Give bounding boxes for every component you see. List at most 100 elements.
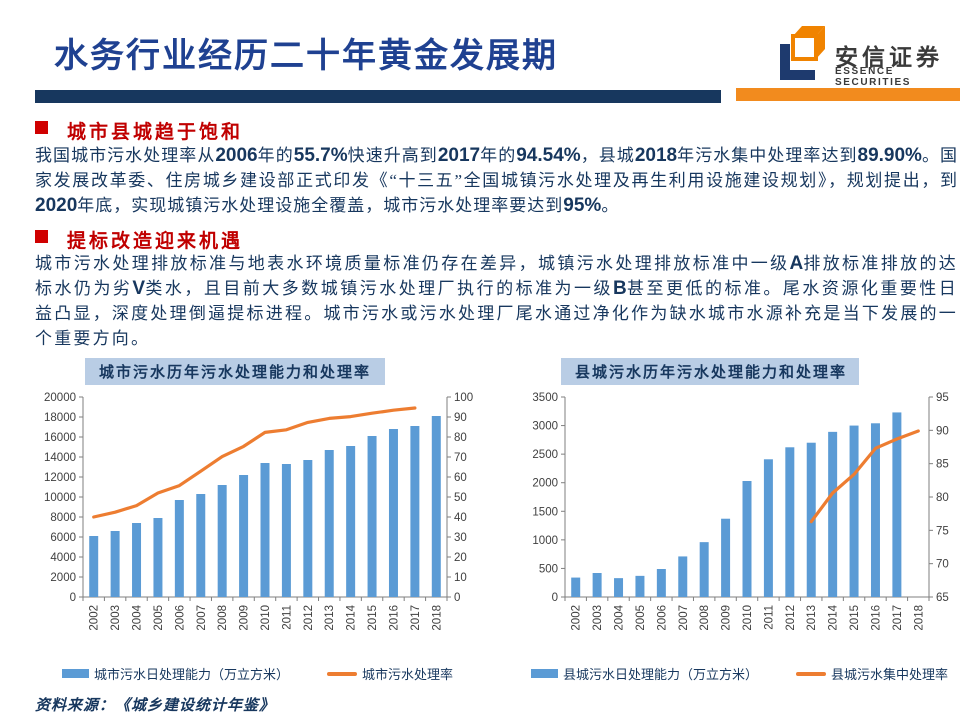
- left-axis-label: 0: [70, 592, 76, 604]
- inline-number: A: [789, 253, 804, 274]
- x-axis-label: 2007: [196, 605, 208, 631]
- bar: [260, 463, 270, 597]
- bar: [614, 578, 624, 597]
- inline-number: 2017: [437, 145, 481, 166]
- left-axis-label: 8000: [50, 512, 76, 524]
- x-axis-label: 2017: [410, 605, 422, 631]
- inline-number: 2020: [35, 195, 78, 216]
- right-axis-label: 30: [454, 532, 467, 544]
- x-axis-label: 2018: [431, 605, 443, 631]
- bullet-marker: [35, 230, 48, 243]
- inline-number: 2006: [215, 145, 258, 166]
- right-axis-label: 0: [454, 592, 460, 604]
- right-axis-label: 75: [936, 525, 949, 537]
- bar: [174, 500, 184, 597]
- section-heading: 提标改造迎来机遇: [67, 231, 244, 252]
- legend-item: 县城污水集中处理率: [796, 664, 948, 683]
- right-axis-label: 95: [936, 392, 949, 404]
- left-axis-label: 12000: [44, 472, 76, 484]
- right-axis-label: 65: [936, 592, 949, 604]
- x-axis-label: 2007: [678, 605, 690, 631]
- x-axis-label: 2017: [892, 605, 904, 631]
- bar-series-swatch: [530, 669, 558, 678]
- chart-panel-county: 县城污水历年污水处理能力和处理率 0 500 1000 1500 2000 2500 300…: [517, 358, 960, 683]
- chart-title: 县城污水历年污水处理能力和处理率: [561, 358, 859, 385]
- legend-label: 城市污水日处理能力（万立方米）: [93, 667, 289, 682]
- x-axis-label: 2005: [635, 605, 647, 631]
- bar: [132, 523, 142, 597]
- bar: [89, 536, 99, 597]
- bar: [239, 475, 249, 597]
- bar: [110, 531, 120, 597]
- left-axis-label: 10000: [44, 492, 76, 504]
- x-axis-label: 2003: [110, 605, 122, 631]
- chart-legend: 城市污水日处理能力（万立方米） 城市污水处理率: [35, 664, 480, 683]
- bar: [410, 426, 420, 597]
- chart-canvas-city: 0 2000 4000 6000 8000 10000 12000 14000 16000 180…: [44, 392, 473, 631]
- x-axis-label: 2006: [174, 605, 186, 631]
- bar: [699, 542, 709, 597]
- page-title: 水务行业经历二十年黄金发展期: [54, 37, 558, 75]
- x-axis-label: 2005: [153, 605, 165, 631]
- left-axis-label: 2000: [50, 572, 76, 584]
- inline-number: 89.90%: [857, 145, 922, 166]
- left-axis-label: 3000: [532, 421, 558, 433]
- x-axis-label: 2010: [260, 605, 272, 631]
- left-axis-label: 500: [539, 563, 558, 575]
- left-axis-label: 20000: [44, 392, 76, 404]
- right-axis-label: 85: [936, 459, 949, 471]
- bar: [346, 446, 356, 597]
- inline-number: 55.7%: [293, 145, 348, 166]
- bar: [742, 481, 752, 597]
- bar: [678, 556, 688, 597]
- right-axis-label: 60: [454, 472, 467, 484]
- left-axis-label: 14000: [44, 452, 76, 464]
- bar: [431, 416, 441, 597]
- section-paragraph: 我国城市污水处理率从2006年的55.7%快速升高到2017年的94.54%，县…: [35, 145, 959, 216]
- left-axis-label: 4000: [50, 552, 76, 564]
- inline-number: B: [613, 278, 627, 299]
- bar: [656, 569, 666, 597]
- x-axis-label: 2014: [828, 604, 840, 630]
- bar: [217, 485, 227, 597]
- legend-item: 城市污水处理率: [327, 664, 453, 683]
- left-axis-label: 2500: [532, 449, 558, 461]
- right-axis-label: 20: [454, 552, 467, 564]
- trend-line: [809, 429, 920, 524]
- bar-series-swatch: [61, 669, 89, 678]
- chart-title: 城市污水历年污水处理能力和处理率: [85, 358, 385, 385]
- left-axis-label: 18000: [44, 412, 76, 424]
- x-axis-label: 2014: [346, 604, 358, 630]
- x-axis-label: 2016: [388, 605, 400, 631]
- chart-canvas-county: 0 500 1000 1500 2000 2500 3000 3500 65 70 75 80 85 90…: [532, 392, 949, 631]
- bar: [592, 573, 602, 597]
- logo-name-en: ESSENCE SECURITIES: [835, 66, 912, 88]
- x-axis-label: 2012: [303, 605, 315, 631]
- x-axis-label: 2008: [699, 605, 711, 631]
- x-axis-label: 2016: [870, 605, 882, 631]
- left-axis-label: 6000: [50, 532, 76, 544]
- chart-legend: 县城污水日处理能力（万立方米） 县城污水集中处理率: [517, 664, 960, 683]
- right-axis-label: 70: [454, 452, 467, 464]
- inline-number: 94.54%: [516, 145, 581, 166]
- x-axis-label: 2015: [849, 605, 861, 631]
- left-axis-label: 0: [552, 592, 558, 604]
- x-axis-label: 2011: [281, 605, 293, 630]
- right-axis-label: 100: [454, 392, 473, 404]
- x-axis-label: 2006: [656, 605, 668, 631]
- x-axis-label: 2003: [592, 605, 604, 631]
- line-series-swatch: [796, 671, 826, 676]
- right-axis-label: 90: [454, 412, 467, 424]
- left-axis-label: 3500: [532, 392, 558, 404]
- x-axis-label: 2013: [324, 605, 336, 631]
- x-axis-label: 2013: [806, 605, 818, 631]
- right-axis-label: 70: [936, 559, 949, 571]
- section-paragraph: 城市污水处理排放标准与地表水环境质量标准仍存在差异，城镇污水处理排放标准中一级A…: [35, 253, 958, 348]
- legend-label: 县城污水集中处理率: [831, 667, 949, 682]
- x-axis-label: 2009: [239, 605, 251, 631]
- right-axis-label: 80: [936, 492, 949, 504]
- bar: [828, 431, 838, 597]
- right-axis-label: 80: [454, 432, 467, 444]
- logo-underline-bar: [736, 88, 960, 101]
